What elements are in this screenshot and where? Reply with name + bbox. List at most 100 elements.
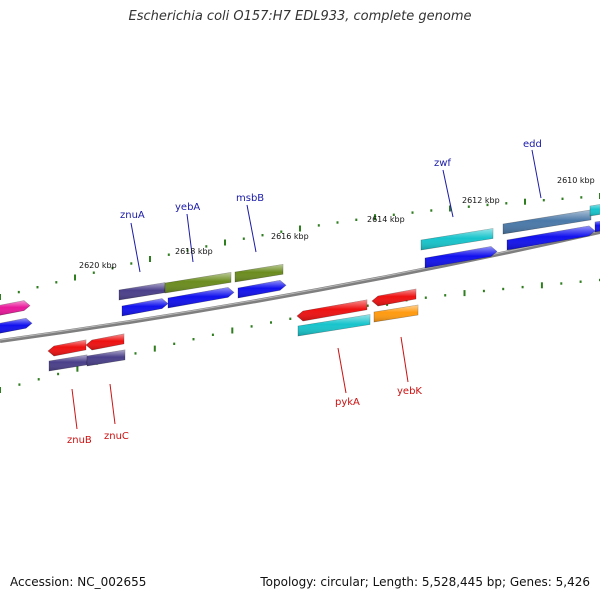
gene-arrow-msbB-shade: [238, 280, 286, 298]
gene-block-znuB-red-shade: [48, 339, 86, 356]
gene-arrow-yebA-shade: [168, 287, 234, 308]
ruler-tick: [366, 304, 369, 307]
ruler-tick: [463, 290, 466, 297]
ruler-tick: [242, 237, 245, 240]
kbp-label: 2618 kbp: [175, 247, 213, 256]
label-pointers: [71, 149, 542, 430]
ruler-tick: [173, 342, 176, 345]
ruler-tick: [424, 296, 427, 299]
gene-arrow-edd-shade: [507, 225, 595, 250]
ruler-tick: [0, 387, 1, 393]
gene-label-zwf[interactable]: zwf: [434, 158, 451, 169]
pointer-znuC: [109, 383, 116, 425]
ruler-tick: [355, 218, 358, 221]
ruler-tick: [374, 214, 376, 221]
ruler-tick: [134, 352, 137, 355]
gene-label-pykA[interactable]: pykA: [335, 397, 360, 408]
gene-blocks: [0, 204, 600, 372]
ruler-tick: [37, 378, 40, 381]
ruler-tick: [482, 289, 485, 293]
ruler-tick: [430, 209, 433, 212]
kbp-label: 2612 kbp: [462, 196, 500, 205]
kbp-label: 2610 kbp: [557, 176, 595, 185]
gene-block-yebK-shade: [374, 305, 418, 322]
ruler-tick: [149, 256, 151, 262]
ruler-tick: [0, 294, 1, 300]
ruler-tick: [502, 287, 505, 291]
gene-label-msbB[interactable]: msbB: [236, 193, 264, 204]
ruler-tick: [505, 202, 508, 205]
ruler-tick: [57, 372, 60, 376]
pointer-znuB: [71, 388, 78, 430]
ruler-tick: [111, 266, 114, 270]
ruler-tick: [542, 199, 545, 202]
gene-block-yebA-shade: [165, 272, 231, 293]
ruler-tick: [289, 317, 292, 320]
gene-label-znuA[interactable]: znuA: [120, 210, 145, 221]
ruler-tick: [579, 280, 582, 283]
gene-block-znuB-shade: [49, 354, 87, 371]
gene-block-znuC-red-shade: [86, 333, 124, 350]
topology-footer: Topology: circular; Length: 5,528,445 bp…: [260, 575, 590, 589]
gene-arrow-zwf-shade: [425, 246, 497, 268]
gene-arrow-znuA-shade: [122, 298, 168, 316]
ruler-tick: [280, 230, 283, 233]
ruler-tick: [192, 338, 195, 341]
pointer-yebK: [400, 336, 409, 383]
map-title: Escherichia coli O157:H7 EDL933, complet…: [128, 9, 472, 24]
ruler-tick: [411, 211, 414, 214]
gene-block-yebK-red-shade: [372, 289, 416, 306]
gene-block-pykA-red-shade: [297, 299, 367, 321]
gene-arrow-right-shade: [595, 221, 600, 232]
ruler-tick: [167, 253, 170, 256]
pointer-zwf: [442, 169, 454, 218]
gene-label-yebK[interactable]: yebK: [397, 386, 422, 397]
ruler-tick: [521, 285, 524, 289]
gene-block-left-pink-shade: [0, 300, 30, 316]
gene-label-znuB[interactable]: znuB: [67, 435, 92, 446]
gene-block-zwf-shade: [421, 228, 493, 250]
ruler-tick: [444, 294, 447, 297]
pointer-yebA: [186, 213, 194, 263]
ruler-tick: [299, 225, 301, 232]
ruler-tick: [270, 321, 272, 324]
ruler-tick: [17, 290, 20, 294]
genome-backbone: [0, 230, 600, 343]
ruler-tick: [55, 281, 58, 284]
gene-label-yebA[interactable]: yebA: [175, 202, 200, 213]
pointer-msbB: [246, 204, 257, 253]
ruler-tick: [231, 327, 234, 334]
ruler-tick: [186, 249, 189, 252]
ruler-tick: [36, 286, 39, 289]
ruler-tick: [336, 221, 339, 224]
gene-block-edd-shade: [503, 209, 591, 234]
gene-block-znuC-shade: [87, 349, 125, 366]
gene-label-edd[interactable]: edd: [523, 139, 542, 150]
ruler-tick: [250, 325, 253, 328]
gene-arrow-left-shade: [0, 318, 32, 334]
gene-block-msbB-shade: [235, 264, 283, 282]
kbp-label: 2614 kbp: [367, 215, 405, 224]
ruler-tick: [211, 333, 214, 336]
gene-block-pykA-shade: [298, 314, 370, 336]
ruler-tick: [317, 224, 320, 227]
ruler-tick: [92, 271, 95, 274]
ruler-tick: [524, 198, 526, 205]
ruler-tick: [153, 345, 156, 352]
kbp-label: 2620 kbp: [79, 261, 117, 270]
pointer-znuA: [130, 222, 141, 273]
ruler-tick: [205, 245, 208, 248]
ruler-tick: [74, 274, 76, 281]
gene-block-znuA-shade: [119, 282, 165, 300]
ruler-tick: [486, 203, 489, 207]
pointer-pykA: [337, 347, 347, 394]
gene-block-right-cyan-shade: [590, 204, 600, 216]
ruler-tick: [224, 239, 226, 246]
genome-backbone-highlight: [0, 230, 600, 341]
ruler-tick: [580, 196, 583, 199]
ruler-tick: [561, 197, 564, 200]
gene-label-znuC[interactable]: znuC: [104, 431, 129, 442]
ruler-tick: [540, 282, 543, 289]
ruler-tick: [467, 205, 470, 208]
